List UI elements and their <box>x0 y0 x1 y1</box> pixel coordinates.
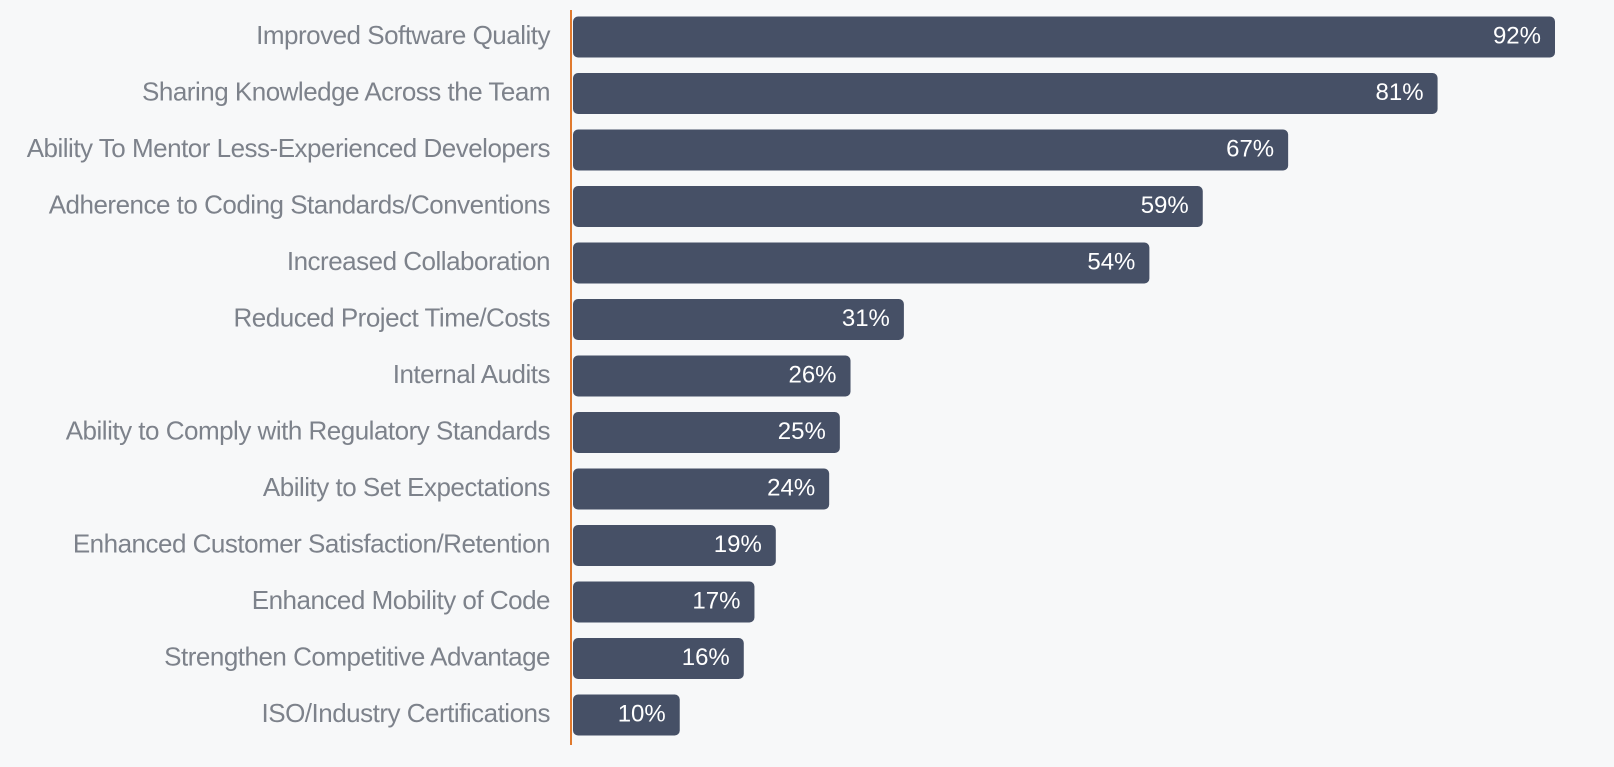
bar <box>573 16 1555 58</box>
bar <box>573 242 1150 284</box>
category-label: Improved Software Quality <box>256 20 550 50</box>
category-label: Ability To Mentor Less-Experienced Devel… <box>27 133 551 163</box>
category-label: Adherence to Coding Standards/Convention… <box>49 189 551 219</box>
category-label: Internal Audits <box>393 359 551 389</box>
value-label: 81% <box>1376 79 1424 106</box>
value-label: 59% <box>1141 192 1189 219</box>
category-label: Ability to Set Expectations <box>263 472 551 502</box>
bar <box>573 694 680 736</box>
value-label: 31% <box>842 305 890 332</box>
value-label: 24% <box>767 474 815 501</box>
category-label: Sharing Knowledge Across the Team <box>142 76 550 106</box>
bar <box>573 73 1438 114</box>
value-label: 92% <box>1493 22 1541 49</box>
value-label: 19% <box>714 531 762 558</box>
bar <box>573 299 904 340</box>
value-label: 25% <box>778 418 826 445</box>
value-label: 54% <box>1087 248 1135 275</box>
category-label: Increased Collaboration <box>287 246 550 276</box>
value-label: 16% <box>682 644 730 671</box>
bar <box>573 468 830 510</box>
category-label: Enhanced Mobility of Code <box>252 585 550 615</box>
category-label: ISO/Industry Certifications <box>262 698 551 728</box>
bar <box>573 581 755 623</box>
value-label: 67% <box>1226 135 1274 162</box>
category-label: Strengthen Competitive Advantage <box>164 641 550 671</box>
bar <box>573 186 1203 227</box>
category-label: Enhanced Customer Satisfaction/Retention <box>73 528 550 558</box>
bar <box>573 525 776 566</box>
bar <box>573 129 1289 171</box>
bar <box>573 412 840 453</box>
category-label: Ability to Comply with Regulatory Standa… <box>66 415 551 445</box>
bar <box>573 355 851 397</box>
value-label: 10% <box>618 700 666 727</box>
value-label: 26% <box>788 361 836 388</box>
value-label: 17% <box>692 587 740 614</box>
bar <box>573 638 744 679</box>
category-label: Reduced Project Time/Costs <box>234 302 551 332</box>
